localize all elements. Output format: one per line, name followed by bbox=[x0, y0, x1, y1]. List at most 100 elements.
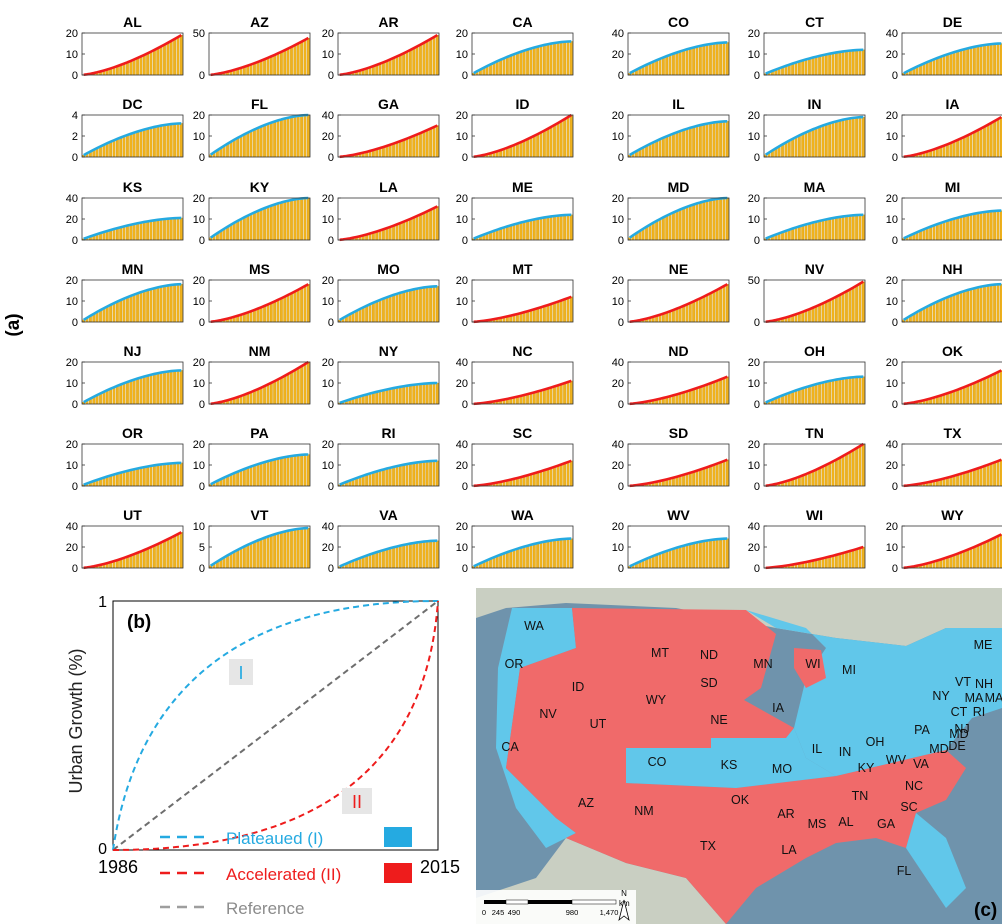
annotation-i-box bbox=[229, 659, 253, 685]
scale-bar: km 0 245 490 980 1,470 N bbox=[476, 889, 636, 924]
bar bbox=[542, 130, 546, 158]
bar bbox=[993, 43, 996, 76]
bar bbox=[542, 541, 546, 569]
y-tick-label: 0 bbox=[328, 563, 334, 575]
panel-title: NV bbox=[805, 261, 825, 277]
bar bbox=[855, 117, 858, 158]
scale-bar-background bbox=[476, 890, 636, 924]
y-tick-label: 40 bbox=[886, 28, 898, 40]
bar bbox=[119, 299, 123, 323]
region-wi-red bbox=[794, 648, 826, 688]
bar bbox=[559, 121, 563, 158]
y-tick-label: 20 bbox=[322, 542, 334, 554]
bar bbox=[405, 385, 409, 405]
growth-line bbox=[210, 453, 309, 486]
bar bbox=[536, 391, 540, 405]
bar bbox=[542, 217, 546, 241]
bar bbox=[858, 445, 862, 487]
bar bbox=[712, 122, 716, 158]
bar bbox=[709, 43, 712, 76]
growth-line bbox=[473, 537, 572, 568]
bar bbox=[712, 43, 716, 76]
bar bbox=[398, 386, 402, 405]
bar bbox=[661, 217, 665, 241]
bar bbox=[553, 466, 556, 487]
bar bbox=[253, 309, 256, 323]
map-state-label-ar: AR bbox=[777, 807, 794, 821]
bar bbox=[695, 542, 699, 569]
bar bbox=[549, 43, 553, 76]
bar bbox=[925, 227, 929, 241]
bar bbox=[179, 532, 183, 569]
bar bbox=[435, 206, 439, 241]
bar bbox=[715, 380, 719, 405]
y-tick-label: 20 bbox=[612, 378, 624, 390]
bar bbox=[242, 546, 246, 569]
bar bbox=[665, 136, 669, 158]
bar bbox=[668, 134, 672, 158]
bar bbox=[156, 126, 160, 158]
y-tick-label: 10 bbox=[193, 460, 205, 472]
bar bbox=[166, 218, 170, 241]
bar bbox=[173, 535, 176, 569]
bar bbox=[814, 384, 818, 405]
bar bbox=[415, 542, 419, 569]
bar bbox=[495, 61, 499, 76]
bar bbox=[956, 553, 959, 569]
bar bbox=[256, 464, 260, 487]
y-tick-label: 20 bbox=[193, 110, 205, 122]
bar bbox=[804, 59, 808, 76]
bar bbox=[845, 551, 848, 569]
y-tick-label: 20 bbox=[193, 193, 205, 205]
growth-line bbox=[903, 533, 1002, 570]
bar bbox=[132, 59, 136, 76]
y-tick-label: 20 bbox=[456, 193, 468, 205]
bar bbox=[962, 550, 966, 569]
bar bbox=[861, 116, 865, 158]
bar bbox=[688, 302, 692, 323]
bar bbox=[409, 49, 412, 76]
bar bbox=[996, 43, 1000, 76]
y-tick-label: 50 bbox=[748, 275, 760, 287]
bar bbox=[142, 376, 146, 405]
bar bbox=[300, 366, 303, 405]
bar bbox=[392, 294, 395, 323]
bar bbox=[499, 228, 503, 241]
bar bbox=[422, 212, 426, 241]
bar bbox=[269, 56, 273, 76]
bar bbox=[419, 44, 422, 76]
y-tick-label: 10 bbox=[612, 542, 624, 554]
bar bbox=[169, 218, 173, 241]
x-tick-end: 2015 bbox=[420, 857, 460, 877]
bar bbox=[402, 291, 406, 323]
y-tick-label: 0 bbox=[199, 70, 205, 82]
bar bbox=[808, 472, 811, 487]
y-tick-label: 50 bbox=[193, 28, 205, 40]
legend: Plateaued (I) Accelerated (II) Reference bbox=[160, 827, 412, 918]
bar bbox=[804, 386, 808, 405]
y-tick-label: 40 bbox=[66, 521, 78, 533]
bar bbox=[122, 136, 126, 158]
map-state-label-wv: WV bbox=[886, 753, 907, 767]
bar bbox=[132, 469, 136, 487]
bar bbox=[831, 52, 835, 76]
map-state-label-ks: KS bbox=[721, 758, 738, 772]
y-tick-label: 10 bbox=[886, 542, 898, 554]
bar bbox=[532, 392, 536, 405]
bar bbox=[385, 297, 389, 323]
bar bbox=[109, 388, 113, 405]
bar bbox=[566, 381, 570, 405]
bar bbox=[375, 391, 379, 405]
bar bbox=[371, 302, 375, 323]
map-state-label-la: LA bbox=[781, 843, 797, 857]
bar bbox=[962, 49, 966, 76]
bar bbox=[976, 545, 980, 569]
bar bbox=[966, 48, 970, 76]
bar bbox=[986, 464, 990, 487]
bar bbox=[986, 44, 990, 76]
bar bbox=[136, 552, 139, 569]
y-tick-label: 0 bbox=[618, 399, 624, 411]
bar bbox=[283, 375, 287, 405]
bar bbox=[702, 201, 706, 241]
bar bbox=[794, 227, 798, 241]
